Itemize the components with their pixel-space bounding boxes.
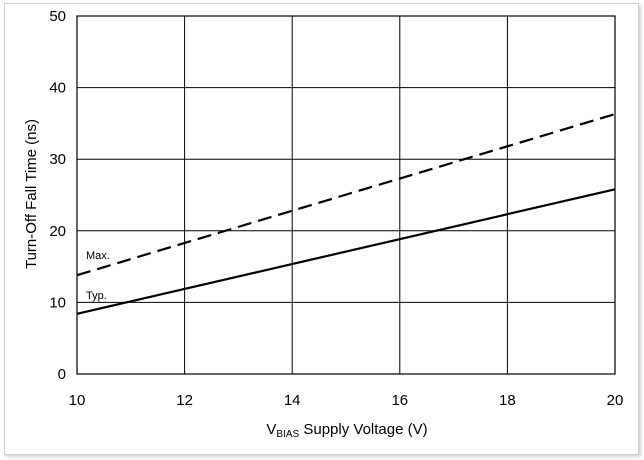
- x-tick-label: 12: [176, 392, 193, 409]
- series-line-typ: [76, 188, 616, 315]
- chart-frame: [4, 3, 639, 455]
- x-tick-label: 14: [284, 392, 301, 409]
- grid: [76, 15, 616, 375]
- x-tick-label: 20: [607, 392, 624, 409]
- y-tick-label: 0: [58, 366, 66, 383]
- y-tick-label: 10: [49, 294, 66, 311]
- y-tick-label: 40: [49, 80, 66, 97]
- y-tick-label: 20: [49, 223, 66, 240]
- y-tick-label: 50: [49, 8, 66, 25]
- y-tick-label: 30: [49, 151, 66, 168]
- x-axis-title: VBIAS Supply Voltage (V): [266, 421, 427, 440]
- series-layer: [76, 113, 616, 315]
- x-tick-label: 16: [391, 392, 408, 409]
- y-axis-title: Turn-Off Fall Time (ns): [23, 119, 40, 269]
- plot-border: [76, 15, 616, 375]
- x-tick-label: 10: [69, 392, 86, 409]
- series-label-max: Max.: [86, 250, 110, 262]
- series-line-max: [76, 113, 616, 277]
- x-tick-label: 18: [499, 392, 516, 409]
- series-label-typ: Typ.: [86, 290, 107, 302]
